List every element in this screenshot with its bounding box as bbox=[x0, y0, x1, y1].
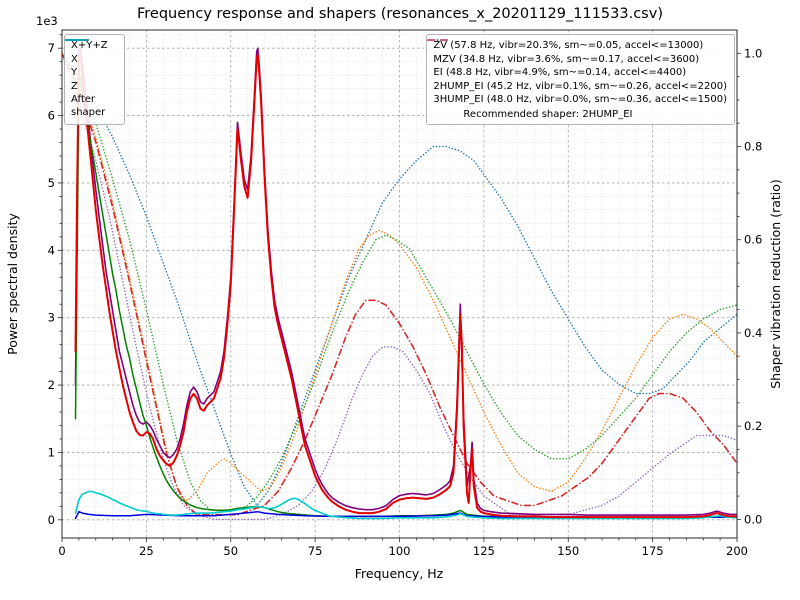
svg-text:125: 125 bbox=[473, 544, 495, 558]
series-ZV bbox=[62, 52, 737, 507]
y-left-axis-label: Power spectral density bbox=[5, 213, 20, 355]
legend-item-y: Y bbox=[65, 39, 117, 80]
legend-label: X bbox=[71, 53, 78, 65]
legend-label: MZV (34.8 Hz, vibr=3.6%, sm~=0.17, accel… bbox=[433, 53, 700, 65]
recommended-shaper-note: Recommended shaper: 2HUMP_EI bbox=[463, 108, 633, 120]
legend-item-after: After shaper bbox=[65, 39, 117, 119]
svg-text:100: 100 bbox=[389, 544, 411, 558]
svg-text:5: 5 bbox=[48, 176, 55, 190]
svg-text:4: 4 bbox=[48, 243, 55, 257]
svg-text:1.0: 1.0 bbox=[744, 46, 762, 60]
svg-text:0.0: 0.0 bbox=[744, 512, 762, 526]
svg-text:0.2: 0.2 bbox=[744, 419, 762, 433]
y-right-axis-label: Shaper vibration reduction (ratio) bbox=[768, 179, 783, 389]
svg-text:0.8: 0.8 bbox=[744, 140, 762, 154]
legend-label: EI (48.8 Hz, vibr=4.9%, sm~=0.14, accel<… bbox=[433, 67, 687, 78]
legend-item-x: X bbox=[65, 39, 117, 67]
svg-text:0: 0 bbox=[48, 513, 55, 527]
legend-label: 3HUMP_EI (48.0 Hz, vibr=0.0%, sm~=0.36, … bbox=[433, 94, 727, 105]
svg-text:200: 200 bbox=[726, 544, 748, 558]
legend-line-sample bbox=[427, 39, 452, 41]
svg-text:150: 150 bbox=[557, 544, 579, 558]
svg-text:2: 2 bbox=[48, 378, 55, 392]
svg-text:6: 6 bbox=[48, 109, 55, 123]
y-axis-offset-text: 1e3 bbox=[36, 14, 58, 28]
series-lines bbox=[62, 47, 737, 521]
tick-labels: 0 25 50 75 100 125 150 175 200 0 1 2 3 4 5 6 7 0.0 0.2 0.4 0… bbox=[48, 41, 763, 558]
svg-text:0: 0 bbox=[58, 544, 65, 558]
series-x bbox=[74, 53, 737, 519]
legend-item-MZV: MZV (34.8 Hz, vibr=3.6%, sm~=0.17, accel… bbox=[427, 39, 727, 67]
series-3HUMP_EI bbox=[62, 52, 737, 521]
svg-text:1: 1 bbox=[48, 445, 55, 459]
series-after bbox=[74, 490, 737, 520]
svg-text:7: 7 bbox=[48, 41, 55, 55]
axis-ticks bbox=[58, 34, 741, 542]
legend-psd: X+Y+Z X Y Z After shaper bbox=[64, 34, 125, 125]
svg-text:175: 175 bbox=[642, 544, 664, 558]
legend-label: After shaper bbox=[71, 94, 106, 118]
legend-item-2HUMP_EI: 2HUMP_EI (45.2 Hz, vibr=0.1%, sm~=0.26, … bbox=[427, 39, 727, 94]
x-axis-label: Frequency, Hz bbox=[355, 566, 444, 581]
legend-item-3HUMP_EI: 3HUMP_EI (48.0 Hz, vibr=0.0%, sm~=0.36, … bbox=[427, 39, 727, 107]
svg-text:50: 50 bbox=[223, 544, 238, 558]
legend-label: Y bbox=[71, 67, 78, 78]
svg-text:3: 3 bbox=[48, 311, 55, 325]
legend-label: ZV (57.8 Hz, vibr=20.3%, sm~=0.05, accel… bbox=[433, 40, 704, 51]
legend-line-sample bbox=[65, 39, 89, 41]
legend-item-EI: EI (48.8 Hz, vibr=4.9%, sm~=0.14, accel<… bbox=[427, 39, 727, 80]
legend-label: 2HUMP_EI (45.2 Hz, vibr=0.1%, sm~=0.26, … bbox=[433, 80, 727, 92]
svg-text:0.4: 0.4 bbox=[744, 326, 762, 340]
legend-shapers: ZV (57.8 Hz, vibr=20.3%, sm~=0.05, accel… bbox=[426, 34, 735, 125]
legend-label: Z bbox=[71, 80, 78, 92]
svg-text:25: 25 bbox=[139, 544, 154, 558]
series-MZV bbox=[62, 52, 737, 502]
series-2HUMP_EI bbox=[62, 52, 737, 516]
svg-text:0.6: 0.6 bbox=[744, 233, 762, 247]
legend-label: X+Y+Z bbox=[71, 40, 108, 51]
chart-title: Frequency response and shapers (resonanc… bbox=[137, 6, 663, 22]
svg-text:75: 75 bbox=[308, 544, 323, 558]
legend-item-ZV: ZV (57.8 Hz, vibr=20.3%, sm~=0.05, accel… bbox=[427, 39, 727, 53]
legend-item-z: Z bbox=[65, 39, 117, 94]
